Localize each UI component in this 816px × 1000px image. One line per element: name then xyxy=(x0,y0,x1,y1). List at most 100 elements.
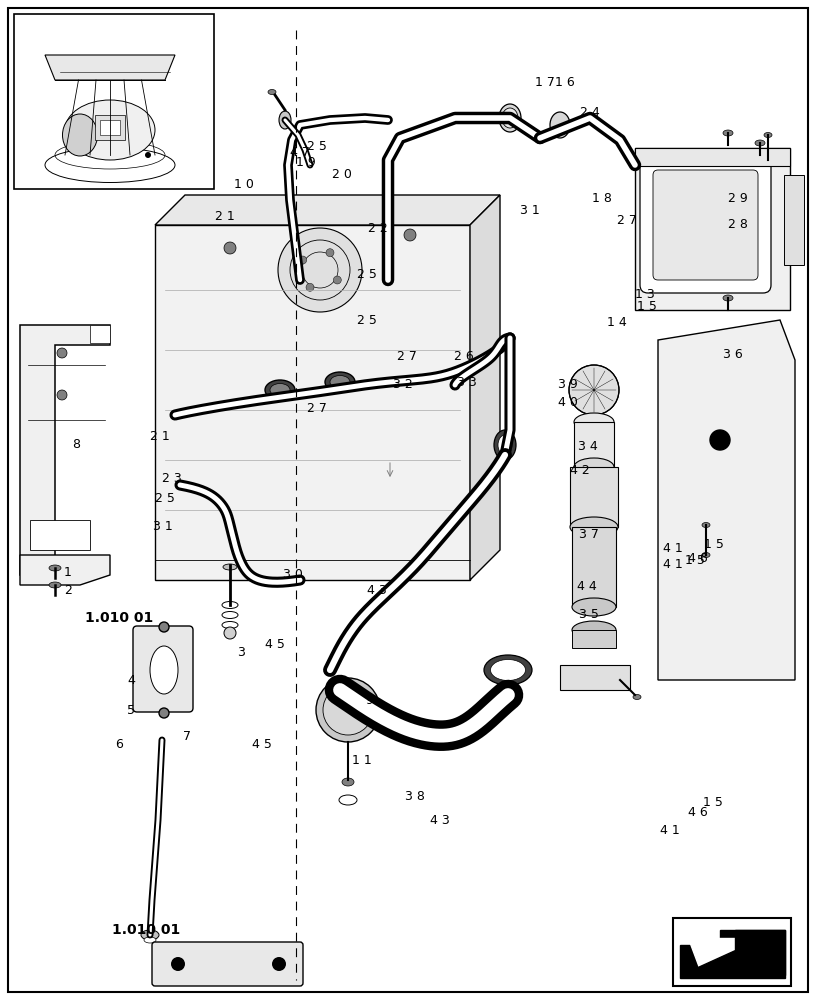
Circle shape xyxy=(316,678,380,742)
Text: 6: 6 xyxy=(115,738,123,752)
Polygon shape xyxy=(688,938,780,970)
Text: 3 0: 3 0 xyxy=(283,568,303,582)
Text: 1 5: 1 5 xyxy=(637,300,657,314)
FancyBboxPatch shape xyxy=(653,170,758,280)
Text: 3 7: 3 7 xyxy=(579,528,599,542)
Text: 2 7: 2 7 xyxy=(307,401,327,414)
Text: 1 9: 1 9 xyxy=(296,155,316,168)
Text: 2 8: 2 8 xyxy=(728,219,748,232)
Ellipse shape xyxy=(223,564,237,570)
Text: 9: 9 xyxy=(365,694,373,706)
Ellipse shape xyxy=(723,130,733,136)
Polygon shape xyxy=(470,195,500,580)
Polygon shape xyxy=(20,325,110,575)
Ellipse shape xyxy=(342,778,354,786)
Bar xyxy=(14,14,214,189)
Text: 3 2: 3 2 xyxy=(393,378,413,391)
Polygon shape xyxy=(155,225,470,580)
Bar xyxy=(784,175,804,265)
Ellipse shape xyxy=(222,601,238,608)
Ellipse shape xyxy=(570,517,618,537)
Text: 1 5: 1 5 xyxy=(704,538,724,552)
Ellipse shape xyxy=(723,295,733,301)
Text: 4 1: 4 1 xyxy=(660,824,680,836)
Polygon shape xyxy=(680,930,785,975)
Circle shape xyxy=(278,228,362,312)
Circle shape xyxy=(333,276,341,284)
Ellipse shape xyxy=(268,90,276,95)
Bar xyxy=(570,467,618,527)
Text: 2 7: 2 7 xyxy=(617,214,636,227)
Text: 4 5: 4 5 xyxy=(265,639,285,652)
Text: 2 1: 2 1 xyxy=(215,210,235,223)
Circle shape xyxy=(57,390,67,400)
Polygon shape xyxy=(680,930,785,978)
Text: 4 4: 4 4 xyxy=(577,580,596,593)
Ellipse shape xyxy=(498,435,512,455)
Text: 1 1: 1 1 xyxy=(352,754,372,766)
Text: 3 1: 3 1 xyxy=(520,204,539,217)
Text: 4 6: 4 6 xyxy=(688,806,707,818)
Polygon shape xyxy=(658,320,795,680)
Text: 1.010 01: 1.010 01 xyxy=(112,923,180,937)
Text: 2 0: 2 0 xyxy=(332,168,352,182)
Ellipse shape xyxy=(49,565,61,571)
Bar xyxy=(90,325,110,343)
Ellipse shape xyxy=(65,100,155,160)
Bar xyxy=(635,148,790,166)
Text: 4 6: 4 6 xyxy=(688,552,707,564)
Text: 3 6: 3 6 xyxy=(723,349,743,361)
Text: 2 1: 2 1 xyxy=(150,430,170,444)
Text: 7: 7 xyxy=(183,730,191,744)
Text: 3: 3 xyxy=(237,646,245,658)
Ellipse shape xyxy=(339,795,357,805)
Ellipse shape xyxy=(150,646,178,694)
Ellipse shape xyxy=(325,372,355,392)
Bar xyxy=(574,422,614,467)
Text: 1: 1 xyxy=(64,566,72,578)
Text: 4 1: 4 1 xyxy=(663,542,683,554)
Ellipse shape xyxy=(141,930,159,940)
Polygon shape xyxy=(155,195,500,225)
Ellipse shape xyxy=(265,380,295,400)
Ellipse shape xyxy=(572,621,616,639)
Text: 4: 4 xyxy=(127,674,135,686)
Text: 2: 2 xyxy=(64,584,72,596)
Circle shape xyxy=(224,242,236,254)
Circle shape xyxy=(57,348,67,358)
Text: 2 5: 2 5 xyxy=(357,268,377,282)
Text: 1 8: 1 8 xyxy=(592,192,612,205)
Text: 1 7: 1 7 xyxy=(535,76,555,89)
Polygon shape xyxy=(45,55,175,80)
Circle shape xyxy=(323,685,373,735)
Bar xyxy=(30,520,90,550)
Ellipse shape xyxy=(144,937,156,943)
Text: 4 7: 4 7 xyxy=(290,146,310,159)
Ellipse shape xyxy=(764,132,772,137)
Bar xyxy=(95,115,125,140)
Ellipse shape xyxy=(499,104,521,132)
Ellipse shape xyxy=(702,522,710,528)
Text: 3 8: 3 8 xyxy=(405,790,425,804)
Ellipse shape xyxy=(550,112,570,138)
Text: 2 3: 2 3 xyxy=(162,472,182,485)
Text: 3 4: 3 4 xyxy=(578,440,598,454)
Ellipse shape xyxy=(222,611,238,618)
Text: 2 5: 2 5 xyxy=(155,492,175,506)
Text: 3 5: 3 5 xyxy=(579,607,599,620)
Circle shape xyxy=(404,229,416,241)
Ellipse shape xyxy=(502,108,518,128)
Ellipse shape xyxy=(330,375,350,388)
Text: 1.010 01: 1.010 01 xyxy=(85,611,153,625)
Text: 1 4: 1 4 xyxy=(607,316,627,330)
Text: 3 9: 3 9 xyxy=(558,378,578,391)
Ellipse shape xyxy=(494,430,516,460)
Text: 2 5: 2 5 xyxy=(357,314,377,326)
Ellipse shape xyxy=(633,694,641,700)
Text: 2 9: 2 9 xyxy=(728,192,747,205)
Text: 8: 8 xyxy=(72,438,80,452)
FancyBboxPatch shape xyxy=(640,157,771,293)
Text: 5: 5 xyxy=(127,704,135,716)
Text: 2 2: 2 2 xyxy=(368,222,388,234)
Circle shape xyxy=(272,957,286,971)
